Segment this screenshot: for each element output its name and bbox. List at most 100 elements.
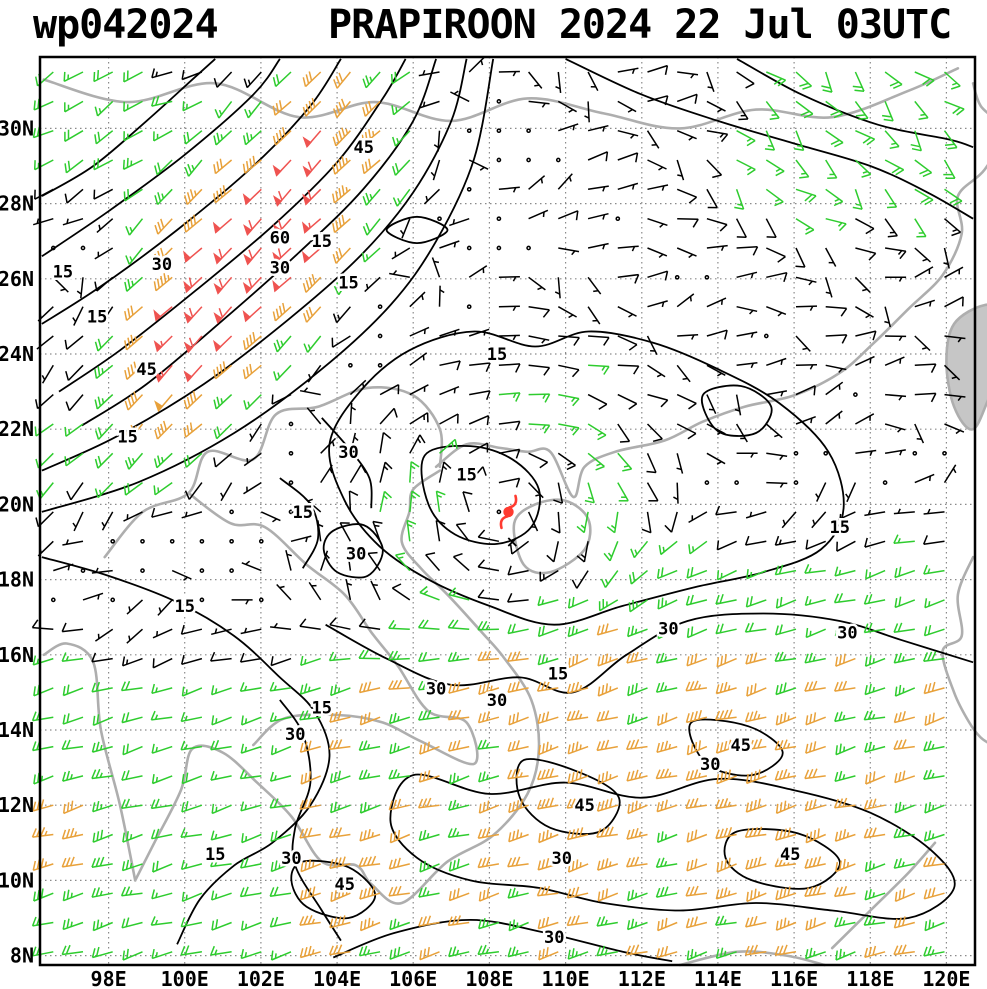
wind-barb <box>466 304 472 310</box>
wind-barb <box>379 407 398 425</box>
wind-barb <box>566 710 589 722</box>
wind-barb <box>498 305 520 312</box>
wind-barb <box>924 712 945 726</box>
isotach-label: 15 <box>87 307 107 327</box>
x-axis-tick-label: 108E <box>465 967 513 989</box>
wind-barb <box>61 856 84 868</box>
wind-barb <box>626 918 648 931</box>
wind-barb <box>893 916 915 929</box>
wind-barb <box>855 330 877 341</box>
wind-barb <box>507 681 529 694</box>
wind-barb <box>923 624 945 637</box>
wind-barb <box>647 270 669 281</box>
wind-barb <box>804 856 826 869</box>
wind-barb <box>884 188 898 209</box>
wind-barb <box>558 247 580 256</box>
wind-barb <box>647 300 668 308</box>
isotach-label: 30 <box>270 259 290 279</box>
wind-barb <box>715 739 737 754</box>
wind-barb <box>626 651 648 664</box>
wind-barb <box>272 127 292 146</box>
wind-barb <box>923 830 945 842</box>
wind-barb <box>587 423 607 441</box>
wind-barb <box>348 490 359 512</box>
wind-barb <box>332 98 351 118</box>
wind-barb <box>213 185 233 204</box>
wind-barb <box>243 218 262 236</box>
wind-barb <box>746 569 767 580</box>
wind-barb <box>64 159 84 174</box>
wind-barb <box>944 296 964 308</box>
wind-barb <box>884 306 892 328</box>
wind-barb <box>430 159 441 181</box>
wind-barb <box>630 540 649 559</box>
wind-barb <box>32 655 54 666</box>
wind-barb <box>210 830 232 841</box>
wind-barb <box>285 550 292 571</box>
wind-barb <box>833 680 856 692</box>
wind-barb <box>496 245 502 251</box>
wind-barb <box>210 770 232 781</box>
wind-barb <box>674 274 680 280</box>
wind-barb <box>447 651 470 663</box>
wind-barb <box>944 71 961 90</box>
isotach-label: 15 <box>830 518 850 538</box>
wind-barb <box>330 801 351 814</box>
wind-barb <box>121 656 143 667</box>
wind-barb <box>686 948 708 961</box>
wind-barb <box>33 888 54 902</box>
wind-barb <box>370 580 381 601</box>
isotach-label: 30 <box>700 755 720 775</box>
wind-barb <box>229 509 234 515</box>
wind-barb <box>626 739 648 751</box>
wind-barb <box>775 712 797 726</box>
wind-barb <box>835 511 856 522</box>
wind-barb <box>835 743 856 756</box>
wind-barb <box>715 709 737 721</box>
wind-barb <box>558 393 580 407</box>
wind-barb <box>528 175 546 190</box>
wind-barb <box>804 768 826 780</box>
wind-barb <box>587 452 605 471</box>
wind-barb <box>358 769 381 781</box>
wind-barb <box>391 100 411 116</box>
taiwan-island <box>945 303 987 431</box>
wind-barb <box>409 490 421 512</box>
wind-barb <box>272 159 292 177</box>
wind-barb <box>362 188 381 206</box>
wind-barb <box>418 915 440 927</box>
isotach-15 <box>736 58 974 149</box>
wind-barb <box>923 681 945 695</box>
wind-barb <box>94 423 114 440</box>
wind-barb <box>763 333 769 339</box>
wind-barb <box>864 945 886 959</box>
wind-barb <box>468 466 487 484</box>
wind-barb <box>61 944 84 956</box>
wind-barb <box>299 945 321 959</box>
isotach-label: 30 <box>338 443 358 463</box>
wind-barb <box>617 452 633 472</box>
x-axis-tick-label: 116E <box>770 967 818 989</box>
wind-barb <box>359 828 381 842</box>
wind-barb <box>825 334 848 344</box>
wind-barb <box>183 130 203 145</box>
wind-barb <box>744 535 767 546</box>
isotach-label: 30 <box>544 928 564 948</box>
wind-barb <box>825 159 838 179</box>
wind-barb <box>448 587 470 601</box>
wind-barb <box>893 508 915 515</box>
wind-barb <box>676 130 697 141</box>
wind-barb <box>448 681 470 694</box>
wind-barb <box>804 885 826 898</box>
isotach-label: 45 <box>136 360 156 380</box>
wind-barb <box>154 218 173 235</box>
wind-barb <box>676 159 685 181</box>
y-axis-tick-label: 26N <box>0 267 34 291</box>
wind-barb <box>425 552 441 572</box>
wind-barb <box>745 856 767 870</box>
wind-barb <box>863 827 886 839</box>
wind-barb <box>359 917 381 932</box>
wind-barb <box>885 335 907 341</box>
wind-barb <box>825 364 847 373</box>
wind-barb <box>775 682 797 696</box>
